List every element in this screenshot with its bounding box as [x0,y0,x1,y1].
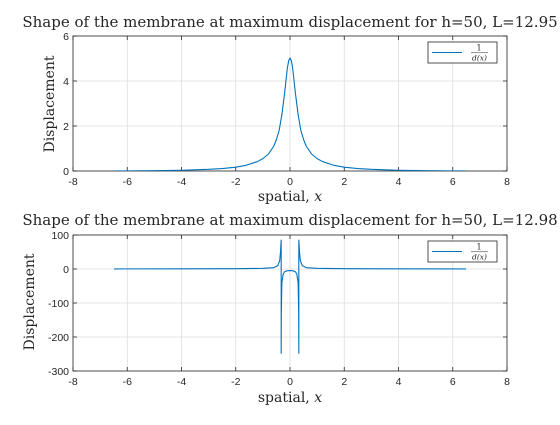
bottom-chart-x-tick-label: -4 [177,376,186,388]
top-chart-y-tick-label: 6 [63,31,69,43]
top-chart-legend-denominator: d(x) [472,54,487,63]
bottom-chart-x-tick-label: 8 [504,376,510,388]
bottom-chart-y-tick-label: -200 [48,332,69,344]
bottom-chart-x-tick-label: -8 [68,376,77,388]
top-chart-x-tick-label: -2 [231,176,240,188]
bottom-chart-y-tick-label: -100 [48,298,69,310]
top-chart-xlabel: spatial, x [258,189,322,205]
top-chart-x-tick-label: 8 [504,176,510,188]
bottom-chart: Shape of the membrane at maximum displac… [22,211,558,406]
bottom-chart-xlabel: spatial, x [258,390,322,406]
bottom-chart-legend: 1d(x) [427,240,498,263]
top-chart-ylabel: Displacement [42,55,58,152]
bottom-chart-y-tick-label: 0 [63,264,69,276]
top-chart-x-tick-label: -8 [68,176,77,188]
bottom-chart-ylabel: Displacement [22,253,38,350]
top-chart-x-tick-label: -6 [123,176,132,188]
bottom-chart-legend-numerator: 1 [476,243,481,252]
top-chart-x-tick-label: 6 [450,176,456,188]
bottom-chart-x-tick-label: 2 [341,376,347,388]
bottom-chart-y-tick-label: -300 [48,366,69,378]
top-chart-legend: 1d(x) [427,41,498,64]
top-chart-x-tick-label: 4 [396,176,402,188]
top-chart-x-tick-label: -4 [177,176,186,188]
top-chart-y-tick-label: 2 [63,121,69,133]
top-chart-legend-numerator: 1 [476,44,481,53]
bottom-chart-x-tick-label: -2 [231,376,240,388]
bottom-chart-series-line [113,239,467,354]
top-chart-y-tick-label: 4 [63,76,69,88]
top-chart-title: Shape of the membrane at maximum displac… [22,13,557,31]
bottom-chart-title: Shape of the membrane at maximum displac… [22,211,557,229]
bottom-chart-legend-box [427,240,498,263]
top-chart-legend-box [427,41,498,64]
bottom-chart-x-tick-label: -6 [123,376,132,388]
bottom-chart-legend-denominator: d(x) [472,253,487,262]
bottom-chart-x-tick-label: 6 [450,376,456,388]
top-chart: Shape of the membrane at maximum displac… [22,13,557,205]
bottom-chart-x-tick-label: 0 [287,376,293,388]
top-chart-y-tick-label: 0 [63,166,69,178]
top-chart-x-tick-label: 2 [341,176,347,188]
bottom-chart-x-tick-label: 4 [396,376,402,388]
top-chart-x-tick-label: 0 [287,176,293,188]
top-chart-series-line [114,57,466,171]
bottom-chart-y-tick-label: 100 [51,230,69,242]
